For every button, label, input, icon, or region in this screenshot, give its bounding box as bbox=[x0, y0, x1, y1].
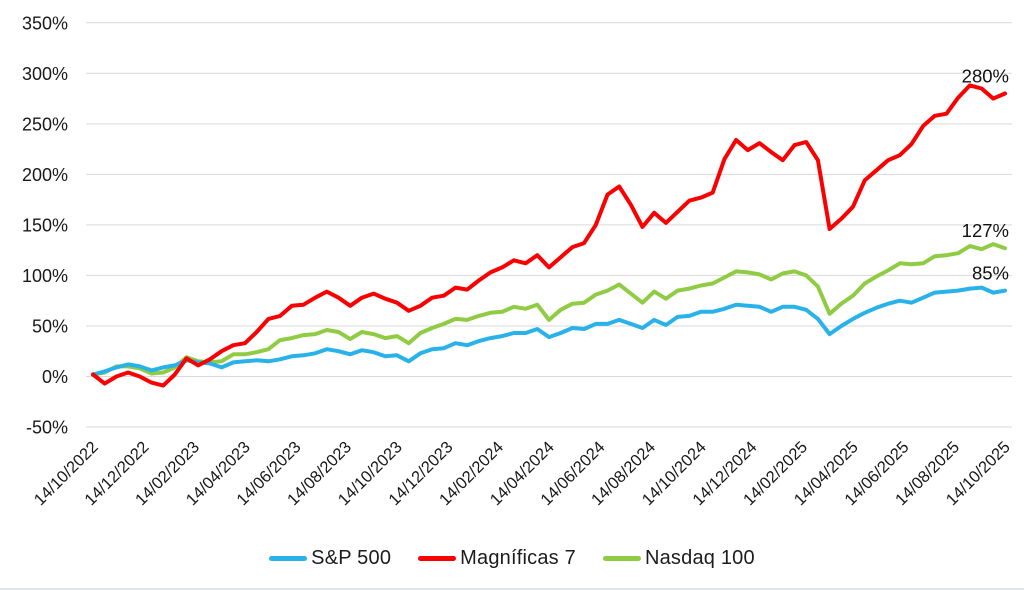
end-value-label-sp500: 85% bbox=[972, 263, 1009, 284]
y-tick-label: 50% bbox=[32, 317, 68, 337]
legend-item-magnificas7[interactable]: Magníficas 7 bbox=[418, 547, 576, 570]
y-tick-label: 150% bbox=[22, 215, 68, 235]
y-tick-label: 300% bbox=[22, 64, 68, 84]
legend-label-magnificas7: Magníficas 7 bbox=[460, 547, 576, 569]
magnificas7-line-swatch bbox=[418, 556, 457, 561]
y-tick-label: 250% bbox=[22, 114, 68, 134]
legend-label-sp500: S&P 500 bbox=[311, 547, 392, 569]
y-tick-label: 350% bbox=[22, 13, 68, 33]
legend-item-nasdaq100[interactable]: Nasdaq 100 bbox=[602, 547, 755, 570]
series-line-magnficas7 bbox=[91, 83, 1007, 388]
legend-item-sp500[interactable]: S&P 500 bbox=[269, 547, 391, 570]
series-line-nasdaq100 bbox=[91, 242, 1007, 377]
legend-label-nasdaq100: Nasdaq 100 bbox=[644, 547, 755, 569]
legend: S&P 500 Magníficas 7 Nasdaq 100 bbox=[0, 547, 1024, 570]
series-line-sp500 bbox=[91, 285, 1007, 377]
end-value-label-nasdaq100: 127% bbox=[962, 220, 1009, 241]
bottom-border bbox=[0, 588, 1024, 590]
nasdaq100-line-swatch bbox=[602, 556, 641, 561]
sp500-line-swatch bbox=[269, 556, 308, 561]
y-tick-label: 200% bbox=[22, 165, 68, 185]
end-value-label-magnficas7: 280% bbox=[962, 66, 1009, 87]
y-tick-label: 0% bbox=[42, 367, 68, 387]
y-tick-label: 100% bbox=[22, 266, 68, 286]
y-tick-label: -50% bbox=[26, 418, 68, 438]
